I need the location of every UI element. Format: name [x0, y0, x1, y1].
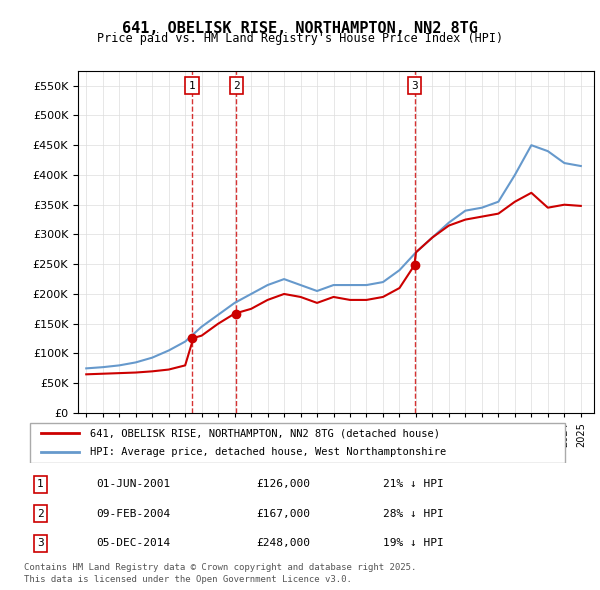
Text: 21% ↓ HPI: 21% ↓ HPI — [383, 480, 443, 490]
Text: 2: 2 — [233, 81, 239, 91]
Text: 19% ↓ HPI: 19% ↓ HPI — [383, 539, 443, 549]
Text: Contains HM Land Registry data © Crown copyright and database right 2025.: Contains HM Land Registry data © Crown c… — [24, 563, 416, 572]
Text: 641, OBELISK RISE, NORTHAMPTON, NN2 8TG (detached house): 641, OBELISK RISE, NORTHAMPTON, NN2 8TG … — [90, 428, 440, 438]
Text: 1: 1 — [189, 81, 196, 91]
Text: 1: 1 — [37, 480, 44, 490]
FancyBboxPatch shape — [29, 422, 565, 463]
Text: 3: 3 — [411, 81, 418, 91]
Text: This data is licensed under the Open Government Licence v3.0.: This data is licensed under the Open Gov… — [24, 575, 352, 584]
Text: £248,000: £248,000 — [256, 539, 310, 549]
Text: 641, OBELISK RISE, NORTHAMPTON, NN2 8TG: 641, OBELISK RISE, NORTHAMPTON, NN2 8TG — [122, 21, 478, 35]
Text: 28% ↓ HPI: 28% ↓ HPI — [383, 509, 443, 519]
Text: Price paid vs. HM Land Registry's House Price Index (HPI): Price paid vs. HM Land Registry's House … — [97, 32, 503, 45]
Text: 01-JUN-2001: 01-JUN-2001 — [96, 480, 170, 490]
Text: £167,000: £167,000 — [256, 509, 310, 519]
Text: £126,000: £126,000 — [256, 480, 310, 490]
Text: 09-FEB-2004: 09-FEB-2004 — [96, 509, 170, 519]
Text: HPI: Average price, detached house, West Northamptonshire: HPI: Average price, detached house, West… — [90, 447, 446, 457]
Text: 2: 2 — [37, 509, 44, 519]
Text: 05-DEC-2014: 05-DEC-2014 — [96, 539, 170, 549]
Text: 3: 3 — [37, 539, 44, 549]
